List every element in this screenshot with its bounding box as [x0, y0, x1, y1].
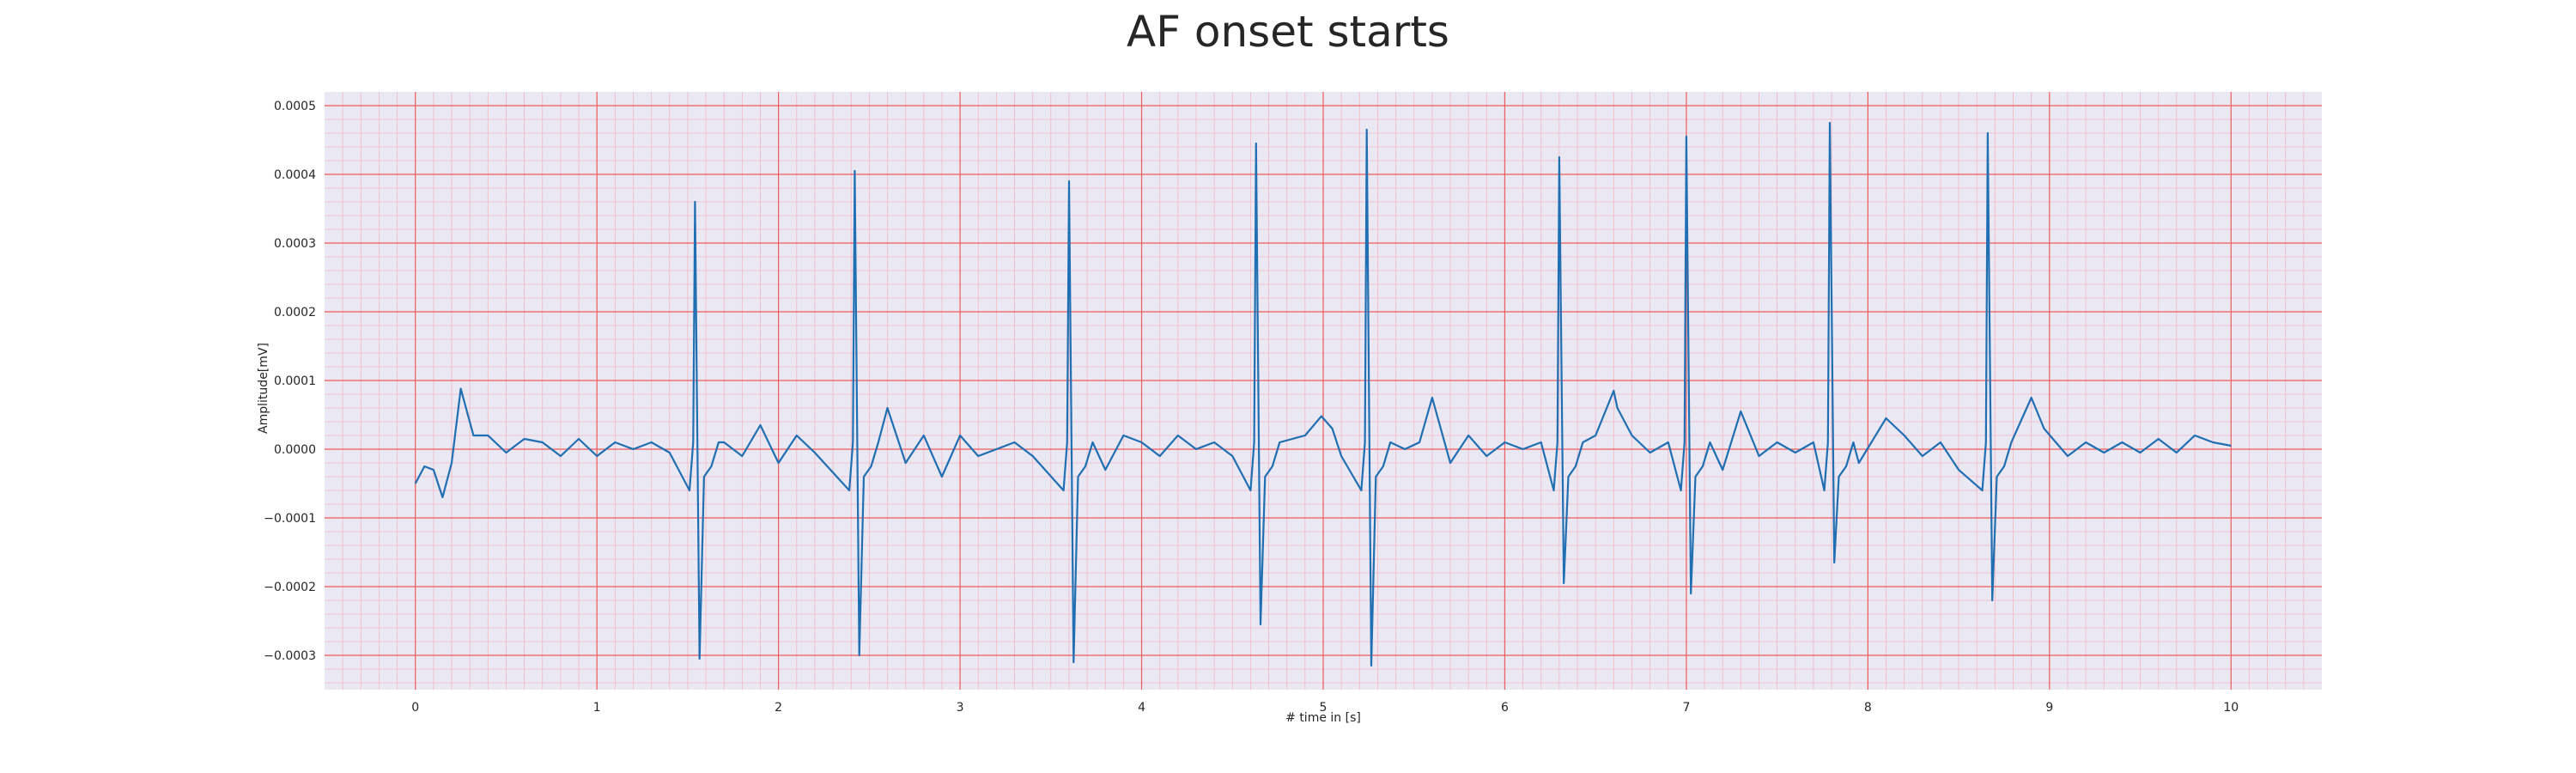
y-tick-label: 0.0003: [274, 237, 316, 251]
x-tick-label: 6: [1501, 701, 1509, 715]
y-tick-label: 0.0005: [274, 100, 316, 113]
y-tick-label: 0.0002: [274, 306, 316, 320]
y-tick-label: −0.0001: [264, 512, 316, 526]
x-tick-label: 1: [593, 701, 601, 715]
x-tick-label: 3: [957, 701, 964, 715]
ecg-series-line: [414, 121, 2232, 667]
x-tick-label: 0: [411, 701, 419, 715]
x-tick-label: 9: [2045, 701, 2053, 715]
plot-area: [325, 92, 2322, 690]
y-tick-label: 0.0000: [274, 443, 316, 457]
x-axis-label: # time in [s]: [1285, 711, 1361, 725]
y-tick-label: −0.0003: [264, 649, 316, 663]
x-tick-label: 5: [1320, 701, 1327, 715]
chart-title: AF onset starts: [1127, 7, 1449, 57]
x-tick-label: 8: [1864, 701, 1872, 715]
y-tick-label: 0.0004: [274, 168, 316, 182]
y-tick-label: 0.0001: [274, 374, 316, 388]
x-tick-label: 2: [775, 701, 782, 715]
x-tick-label: 10: [2223, 701, 2239, 715]
y-tick-label: −0.0002: [264, 581, 316, 594]
major-grid: [325, 92, 2322, 690]
x-tick-label: 7: [1682, 701, 1690, 715]
y-axis-label: Amplitude[mV]: [257, 343, 270, 434]
x-tick-label: 4: [1138, 701, 1145, 715]
